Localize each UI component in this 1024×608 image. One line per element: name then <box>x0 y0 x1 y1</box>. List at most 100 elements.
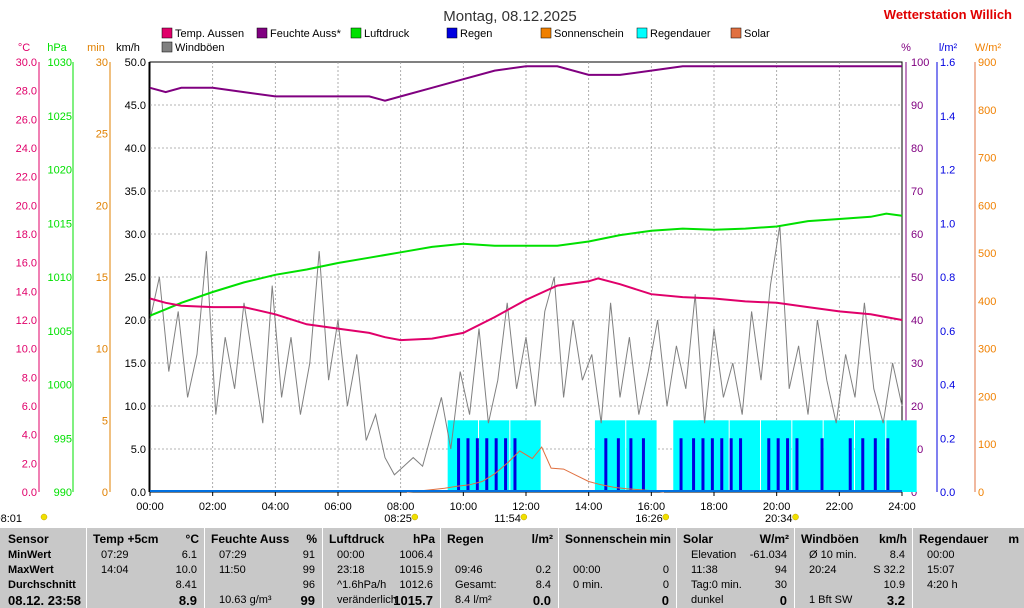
axis-unit-hum: % <box>901 42 911 54</box>
legend-label-7: Windböen <box>175 42 225 54</box>
rain-bar-11 <box>679 438 683 492</box>
x-tick-label-7: 14:00 <box>575 501 603 513</box>
axis-tick-temp-4: 22.0 <box>16 172 37 184</box>
raindur-bar-0 <box>447 420 478 492</box>
rain-bar-18 <box>767 438 771 492</box>
rain-bar-16 <box>729 438 733 492</box>
stats-sun-row3-value: 0 <box>661 593 669 608</box>
marker-time-3: 16:26 <box>635 513 663 525</box>
axis-tick-hum-1: 90 <box>911 100 923 112</box>
stats-panel: Sensor MinWert MaxWert Durchschnitt 08.1… <box>0 528 1024 608</box>
stats-hum-row0-label: 07:29 <box>219 549 247 561</box>
stats-rain-row3-value: 0.0 <box>532 593 551 608</box>
series <box>149 65 917 493</box>
stats-rain-row1-label: 09:46 <box>455 564 483 576</box>
axis-unit-solar: W/m² <box>975 42 1002 54</box>
marker-time-1: 08:25 <box>384 513 412 525</box>
axis-tick-wind-1: 45.0 <box>125 100 146 112</box>
marker-time-4: 20:34 <box>765 513 793 525</box>
stats-press-row0-label: 00:00 <box>337 549 365 561</box>
rain-bar-8 <box>616 438 620 492</box>
axis-labels: °C 30.0 28.0 26.0 24.0 22.0 20.0 18.0 16.0 14.0 12… <box>16 42 1002 499</box>
axis-tick-temp-14: 2.0 <box>22 458 37 470</box>
stats-sensor-header: Sensor <box>8 532 49 546</box>
stats-sun-row1-label: 00:00 <box>573 564 601 576</box>
stats-sun-header: Sonnenschein <box>565 532 648 546</box>
axis-tick-press-8: 990 <box>54 487 72 499</box>
stats-raindur-unit: m <box>1008 532 1019 546</box>
rain-bar-6 <box>513 438 517 492</box>
axis-tick-rain-7: 0.2 <box>940 433 955 445</box>
legend: Temp. Aussen Feuchte Auss* Luftdruck Regen S… <box>161 27 770 54</box>
x-tick-label-6: 12:00 <box>512 501 540 513</box>
axis-tick-press-2: 1020 <box>48 165 72 177</box>
axis-tick-min-2: 20 <box>96 200 108 212</box>
axis-tick-min-6: 0 <box>102 487 108 499</box>
stats-press-row3-value: 1015.7 <box>393 593 433 608</box>
axis-tick-solar-8: 100 <box>978 439 996 451</box>
x-tick-label-8: 16:00 <box>638 501 666 513</box>
stats-wind-row3-label: 1 Bft SW <box>809 594 853 606</box>
stats-solar: Solar W/m² Elevation -61.034 11:38 94 Tag:0 mi… <box>676 528 795 608</box>
sun-marker-4 <box>792 513 799 521</box>
axis-tick-wind-6: 20.0 <box>125 315 146 327</box>
axis-tick-press-1: 1025 <box>48 111 72 123</box>
rain-bar-26 <box>886 438 890 492</box>
axis-tick-wind-4: 30.0 <box>125 229 146 241</box>
axis-tick-min-1: 25 <box>96 129 108 141</box>
stats-sun: Sonnenschein min 00:00 0 0 min. 0 0 <box>558 528 677 608</box>
stats-wind-row3-value: 3.2 <box>886 593 905 608</box>
axis-tick-hum-8: 20 <box>911 401 923 413</box>
axis-tick-solar-4: 500 <box>978 248 996 260</box>
axis-tick-press-5: 1005 <box>48 326 72 338</box>
stats-sun-unit: min <box>649 532 671 546</box>
rain-bar-4 <box>494 438 498 492</box>
stats-solar-row1-value: 94 <box>774 564 787 576</box>
axis-tick-temp-11: 8.0 <box>22 372 37 384</box>
stats-hum-row3-value: 99 <box>300 593 315 608</box>
rain-bar-1 <box>466 438 470 492</box>
stats-rain-header: Regen <box>447 532 484 546</box>
stats-solar-row0-value: -61.034 <box>749 549 787 561</box>
pressure-line <box>149 212 903 317</box>
legend-label-2: Luftdruck <box>364 28 410 40</box>
axis-tick-temp-1: 28.0 <box>16 86 37 98</box>
station-name: Wetterstation Willich <box>884 7 1012 22</box>
rain-bar-2 <box>475 438 479 492</box>
axis-tick-wind-8: 10.0 <box>125 401 146 413</box>
stats-label-avg: Durchschnitt <box>8 579 76 591</box>
axis-tick-solar-5: 400 <box>978 296 996 308</box>
chart-title: Montag, 08.12.2025 <box>443 8 576 25</box>
stats-rain-row2-label: Gesamt: <box>455 579 497 591</box>
raindur-bar-13 <box>886 420 917 492</box>
x-tick-label-12: 24:00 <box>888 501 916 513</box>
stats-sun-row1-value: 0 <box>662 564 669 576</box>
x-tick-label-1: 02:00 <box>199 501 227 513</box>
axis-tick-temp-2: 26.0 <box>16 114 37 126</box>
axis-tick-rain-4: 0.8 <box>940 272 955 284</box>
axis-tick-rain-2: 1.2 <box>940 165 955 177</box>
rain-bar-12 <box>692 438 696 492</box>
rain-bar-17 <box>739 438 743 492</box>
rain-bar-21 <box>795 438 799 492</box>
stats-label-min: MinWert <box>8 549 52 561</box>
x-tick-label-2: 04:00 <box>262 501 290 513</box>
rain-bar-19 <box>776 438 780 492</box>
axis-tick-press-7: 995 <box>54 433 72 445</box>
stats-hum-unit: % <box>306 532 317 546</box>
stats-wind-row0-label: Ø 10 min. <box>809 549 857 561</box>
axis-tick-rain-0: 1.6 <box>940 57 955 69</box>
stats-wind-unit: km/h <box>878 532 907 546</box>
axis-tick-wind-9: 5.0 <box>131 444 146 456</box>
x-tick-label-11: 22:00 <box>826 501 854 513</box>
axis-tick-temp-6: 18.0 <box>16 229 37 241</box>
marker-time-2: 11:54 <box>494 513 521 525</box>
axis-tick-wind-2: 40.0 <box>125 143 146 155</box>
stats-press-header: Luftdruck <box>329 532 385 546</box>
rain-bar-14 <box>710 438 714 492</box>
x-tick-label-4: 08:00 <box>387 501 415 513</box>
axis-tick-min-0: 30 <box>96 57 108 69</box>
stats-solar-row3-value: 0 <box>779 593 787 608</box>
stats-press-row0-value: 1006.4 <box>399 549 433 561</box>
stats-wind-row1-label: 20:24 <box>809 564 837 576</box>
